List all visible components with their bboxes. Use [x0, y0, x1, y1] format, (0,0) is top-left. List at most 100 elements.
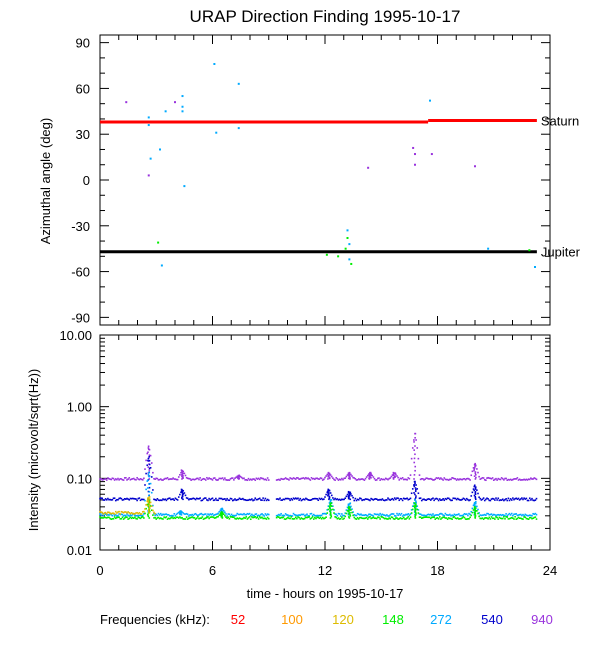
data-point	[142, 479, 144, 481]
data-point	[346, 476, 348, 478]
data-point	[197, 516, 199, 518]
data-point	[443, 515, 445, 517]
data-point	[148, 500, 150, 502]
data-point	[202, 516, 204, 518]
data-point	[328, 472, 330, 474]
y-tick-label: -30	[71, 219, 90, 234]
data-point	[308, 516, 310, 518]
data-point	[177, 499, 179, 501]
data-point	[416, 488, 418, 490]
data-point	[185, 475, 187, 477]
data-point	[145, 460, 147, 462]
data-point	[411, 512, 413, 514]
data-point	[121, 498, 123, 500]
data-point	[360, 498, 362, 500]
data-point	[494, 499, 496, 501]
azimuth-panel: 9060300-30-60-90SaturnJupiter	[71, 35, 580, 325]
data-point	[414, 458, 416, 460]
data-point	[145, 489, 147, 491]
data-point	[199, 497, 201, 499]
data-point	[420, 497, 422, 499]
frequency-legend: Frequencies (kHz): 52 100 120 148 272 540 940	[100, 612, 553, 627]
data-point	[214, 499, 216, 501]
data-point	[367, 475, 369, 477]
data-point	[492, 477, 494, 479]
data-point	[356, 515, 358, 517]
data-point	[152, 472, 154, 474]
data-point	[529, 497, 531, 499]
data-point	[280, 513, 282, 515]
data-point	[346, 513, 348, 515]
data-point	[312, 516, 314, 518]
data-point	[215, 498, 217, 500]
data-point	[279, 479, 281, 481]
data-point	[125, 515, 127, 517]
data-point	[415, 497, 417, 499]
data-point	[323, 478, 325, 480]
data-point	[324, 496, 326, 498]
data-point	[429, 100, 431, 102]
data-point	[152, 489, 154, 491]
data-point	[344, 497, 346, 499]
data-point	[475, 474, 477, 476]
data-point	[324, 477, 326, 479]
x-tick-label: 24	[543, 563, 557, 578]
data-point	[259, 498, 261, 500]
data-point	[528, 249, 530, 251]
data-point	[148, 448, 150, 450]
data-point	[310, 479, 312, 481]
data-point	[249, 516, 251, 518]
data-point	[517, 477, 519, 479]
data-point	[151, 476, 153, 478]
data-point	[289, 500, 291, 502]
data-point	[406, 497, 408, 499]
data-point	[149, 464, 151, 466]
data-point	[121, 518, 123, 520]
data-point	[474, 165, 476, 167]
data-point	[473, 468, 475, 470]
data-point	[266, 518, 268, 520]
data-point	[226, 498, 228, 500]
frequency-label-940: 940	[531, 612, 553, 627]
data-point	[125, 477, 127, 479]
data-point	[397, 514, 399, 516]
data-point	[414, 466, 416, 468]
data-point	[148, 472, 150, 474]
data-point	[412, 488, 414, 490]
data-point	[451, 499, 453, 501]
data-point	[465, 499, 467, 501]
data-point	[196, 517, 198, 519]
data-point	[378, 477, 380, 479]
data-point	[411, 492, 413, 494]
data-point	[370, 472, 372, 474]
reference-label-jupiter: Jupiter	[541, 245, 581, 260]
data-point	[497, 518, 499, 520]
data-point	[326, 512, 328, 514]
data-point	[389, 518, 391, 520]
data-point	[147, 451, 149, 453]
data-point	[439, 516, 441, 518]
data-point	[135, 479, 137, 481]
data-point	[443, 499, 445, 501]
data-point	[298, 499, 300, 501]
data-point	[478, 516, 480, 518]
data-point	[202, 500, 204, 502]
data-point	[431, 515, 433, 517]
data-point	[316, 498, 318, 500]
data-point	[144, 468, 146, 470]
data-point	[433, 517, 435, 519]
data-point	[514, 516, 516, 518]
data-point	[496, 479, 498, 481]
data-point	[509, 500, 511, 502]
data-point	[225, 500, 227, 502]
data-point	[101, 498, 103, 500]
data-point	[173, 513, 175, 515]
data-point	[148, 476, 150, 478]
data-point	[182, 106, 184, 108]
data-point	[341, 516, 343, 518]
data-point	[181, 489, 183, 491]
data-point	[205, 479, 207, 481]
data-point	[222, 477, 224, 479]
data-point	[330, 492, 332, 494]
data-point	[327, 489, 329, 491]
